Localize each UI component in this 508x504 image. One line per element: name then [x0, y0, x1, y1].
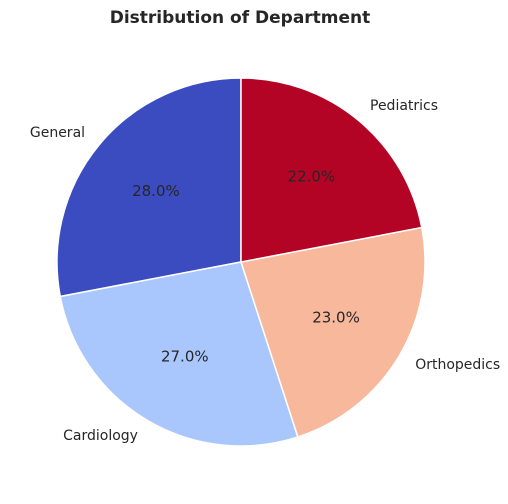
slice-value-label-cardiology: 27.0% [161, 348, 209, 366]
pie-slices [56, 77, 426, 447]
pie-slice-general [56, 77, 242, 298]
pie-slice-cardiology [59, 261, 299, 447]
slice-label-orthopedics: Orthopedics [415, 357, 500, 373]
slice-label-pediatrics: Pediatrics [370, 98, 438, 114]
chart-title: Distribution of Department [110, 8, 371, 28]
slice-label-general: General [30, 125, 85, 141]
slice-label-cardiology: Cardiology [63, 428, 138, 444]
pie-labels: General 28.0% Cardiology 27.0% Orthopedics 23… [30, 98, 500, 444]
slice-value-label-orthopedics: 23.0% [312, 309, 360, 327]
slice-value-label-pediatrics: 22.0% [288, 167, 336, 185]
slice-value-label-general: 28.0% [132, 182, 180, 200]
pie-slice-orthopedics [240, 226, 426, 438]
pie-slice-pediatrics [240, 77, 423, 263]
